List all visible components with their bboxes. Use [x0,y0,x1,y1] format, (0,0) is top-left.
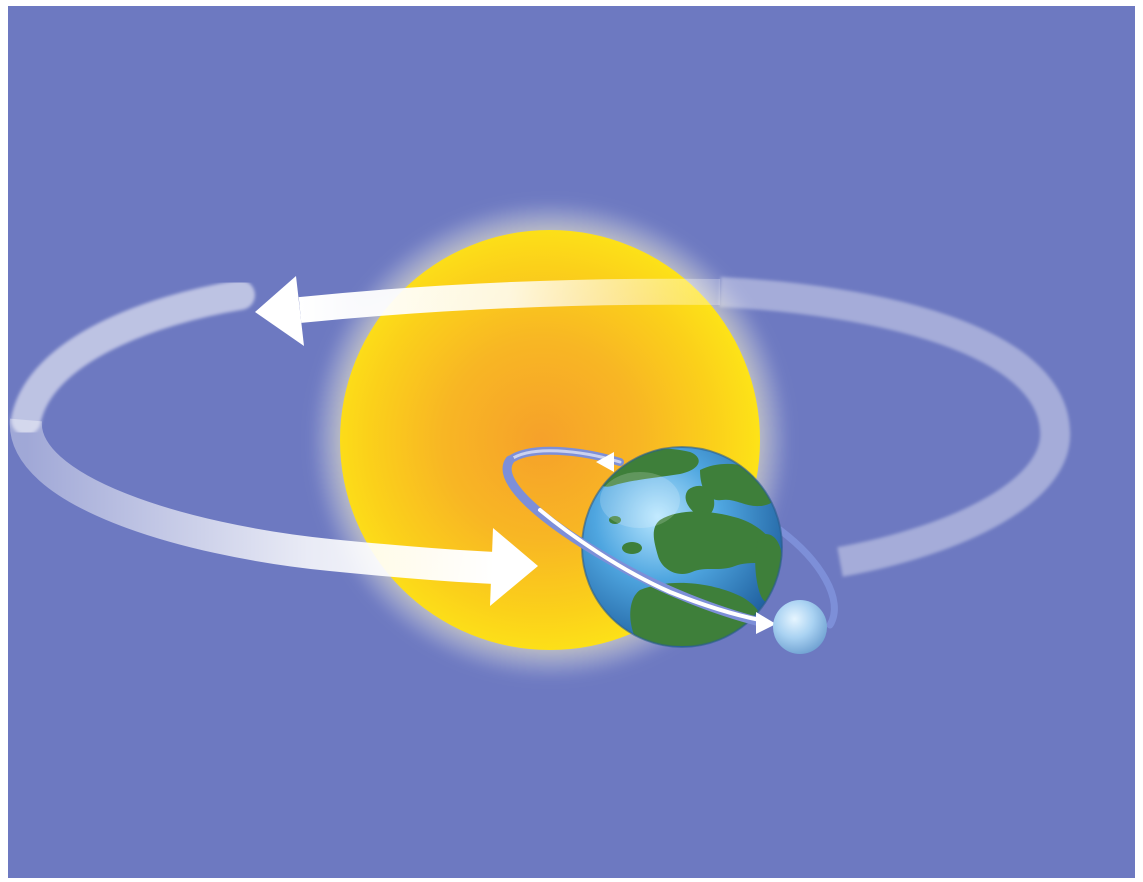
moon-orbit-right [776,526,838,629]
moon-orbit-front-arrowhead [756,612,776,634]
moon [773,600,827,654]
earth-orbit-front-arrowhead [490,528,538,606]
earth-orbit-right-arc [719,277,1071,577]
moon-orbit-front-highlight [538,508,762,622]
earth-orbit-back-arc [11,280,255,435]
earth-orbit-top-arrow-shaft [298,278,721,323]
earth-orbit-front-arc [9,418,496,584]
earth-orbit-top-arrowhead [255,276,304,346]
moon-orbit-back-arrowhead [596,452,614,472]
